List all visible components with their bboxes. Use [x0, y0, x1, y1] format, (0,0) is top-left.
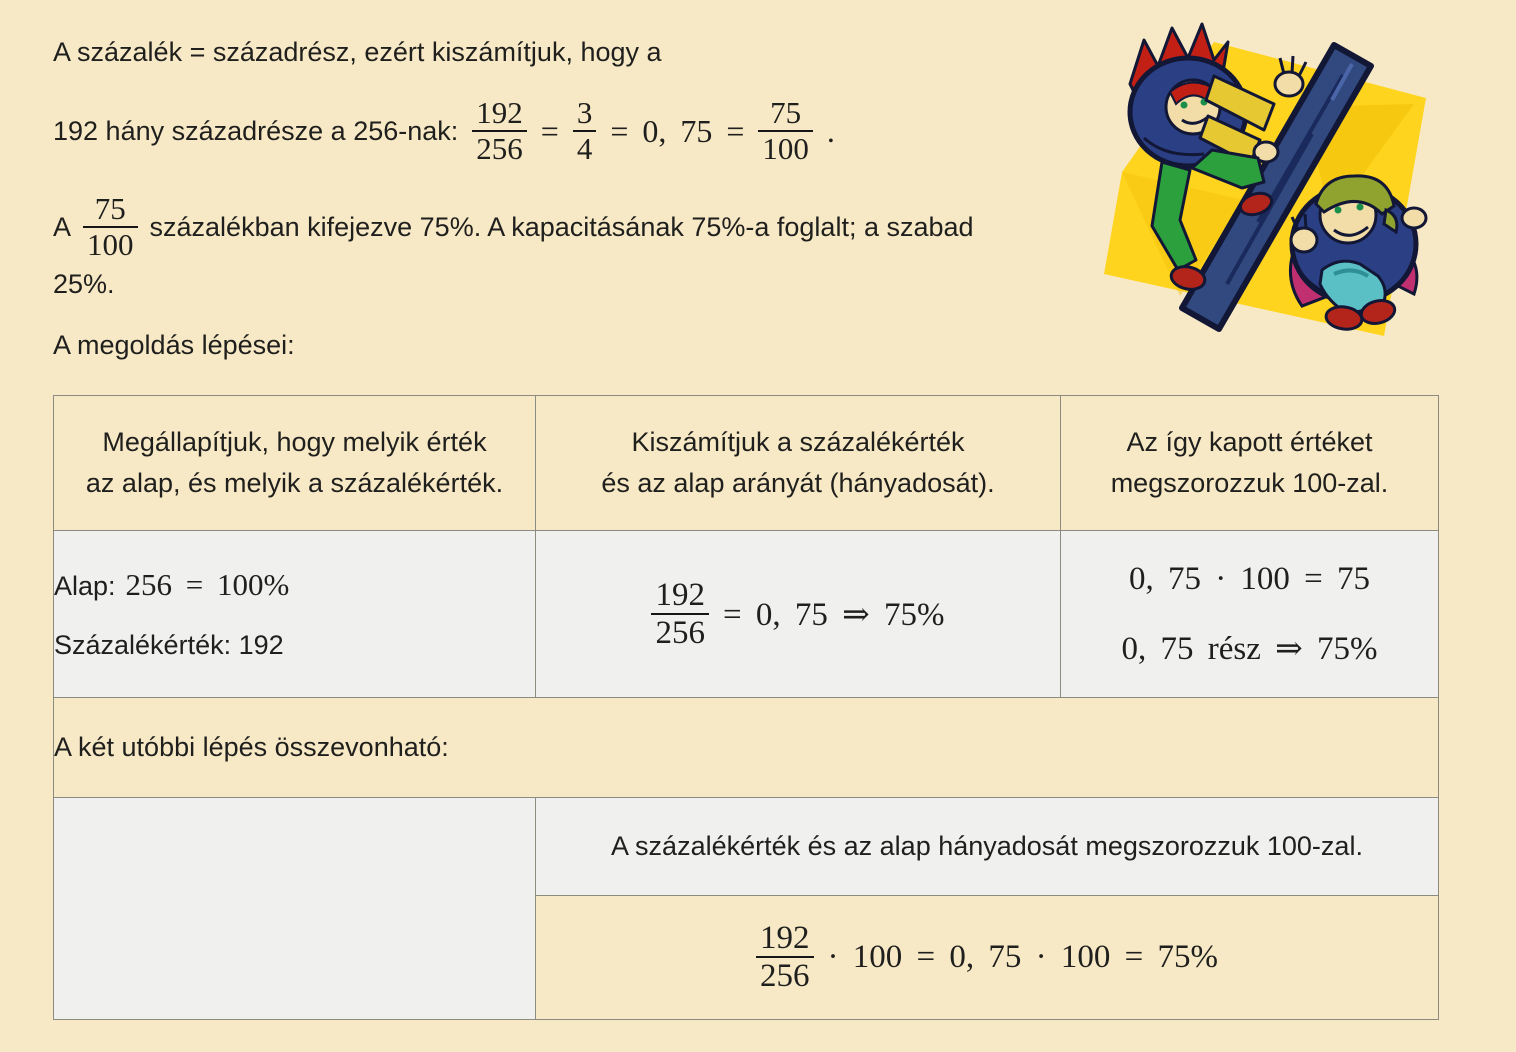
cell-combine-note: A két utóbbi lépés összevonható: [53, 697, 1439, 799]
solution-steps-table: Megállapítjuk, hogy melyik érték az alap… [53, 395, 1439, 1021]
green-leg-right [1190, 148, 1266, 190]
header-row: Megállapítjuk, hogy melyik érték az alap… [53, 395, 1439, 532]
p2-text: 192 hány századrésze a 256-nak: [53, 115, 459, 146]
fraction-192-256-combined: 192 256 [756, 921, 814, 994]
kid-top [1127, 22, 1308, 291]
percent-kids-illustration [1104, 22, 1428, 336]
multiply-line2: 0, 75 rész ⇒ 75% [1121, 630, 1378, 667]
empty-cell [53, 797, 536, 1021]
p3-text: százalékban kifejezve 75%. A kapacitásán… [149, 211, 974, 242]
red-shoe-right [1359, 299, 1397, 325]
olive-hair [1314, 174, 1396, 216]
cell-identify: Alap: 256 = 100% Százalékérték: 192 [53, 530, 536, 699]
header-multiply: Az így kapott értéket megszorozzuk 100-z… [1060, 395, 1439, 532]
values-row: Alap: 256 = 100% Százalékérték: 192 192 … [53, 530, 1439, 699]
red-shoe-left [1324, 305, 1364, 331]
red-shoe-on-bar [1238, 191, 1274, 217]
equals-sign: = [540, 112, 559, 149]
period: . [826, 112, 835, 149]
kid-bottom-left-hand [1289, 213, 1319, 254]
fraction-192-256: 192 256 [472, 96, 527, 166]
alap-math: 256 = 100% [125, 567, 290, 603]
intro-paragraph-3: A 75 100 százalékban kifejezve 75%. A ka… [53, 192, 1460, 262]
p3-prefix: A [53, 211, 72, 242]
cell-multiply: 0, 75 · 100 = 75 0, 75 rész ⇒ 75% [1060, 530, 1439, 699]
intro-paragraph-1: A százalék = századrész, ezért kiszámítj… [53, 37, 662, 67]
combined-text-row: A százalékérték és az alap hányadosát me… [53, 797, 1439, 1021]
fraction-192-256-table: 192 256 [651, 577, 709, 651]
fraction-75-100-inline: 75 100 [83, 192, 138, 262]
steps-heading: A megoldás lépései: [53, 330, 295, 361]
fraction-75-100: 75 100 [758, 96, 813, 166]
intro-paragraph-2: 192 hány századrésze a 256-nak: 192 256 … [53, 96, 1460, 166]
intro-paragraph-3-line2: 25%. [53, 269, 115, 300]
green-leg-left [1150, 160, 1198, 272]
cell-combined-text: A százalékérték és az alap hányadosát me… [535, 797, 1439, 897]
header-identify: Megállapítjuk, hogy melyik érték az alap… [53, 395, 536, 532]
ratio-result: = 0, 75 ⇒ 75% [722, 597, 945, 634]
multiply-line1: 0, 75 · 100 = 75 [1128, 560, 1371, 597]
lesson-content: A százalék = századrész, ezért kiszámítj… [53, 37, 1460, 1021]
yellow-arm-upper [1204, 74, 1276, 132]
red-shoe-bottom [1169, 265, 1207, 291]
kid-bottom-right-hand [1400, 206, 1428, 230]
cell-combined-formula: 192 256 · 100 = 0, 75 · 100 = 75% [535, 895, 1439, 1021]
alap-label: Alap: [54, 571, 116, 602]
kid-bottom [1288, 174, 1428, 331]
fraction-3-4: 3 4 [572, 96, 597, 166]
szazalekertek-label: Százalékérték: 192 [54, 630, 284, 661]
combined-formula-row: 192 256 · 100 = 0, 75 · 100 = 75% [54, 895, 1439, 1021]
cell-ratio: 192 256 = 0, 75 ⇒ 75% [535, 530, 1061, 699]
combined-result: · 100 = 0, 75 · 100 = 75% [827, 939, 1218, 976]
note-row: A két utóbbi lépés összevonható: [53, 697, 1439, 799]
equals-decimal: = 0, 75 = [610, 112, 745, 149]
header-ratio: Kiszámítjuk a százalékérték és az alap a… [535, 395, 1061, 532]
spread-hand [1273, 55, 1308, 98]
